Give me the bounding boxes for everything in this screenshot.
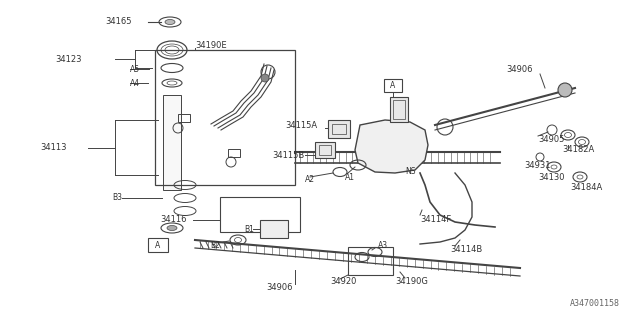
Text: A3: A3 (378, 241, 388, 250)
Text: 34906: 34906 (267, 284, 293, 292)
Bar (390, 97, 408, 122)
Text: 34920: 34920 (330, 277, 356, 286)
Text: 34184A: 34184A (570, 183, 602, 193)
Text: 34114B: 34114B (450, 245, 483, 254)
Text: 34190G: 34190G (395, 277, 428, 286)
Bar (148, 238, 168, 252)
Text: 34931: 34931 (524, 161, 550, 170)
Text: A4: A4 (130, 78, 140, 87)
Bar (228, 149, 240, 157)
Text: 34123: 34123 (55, 54, 81, 63)
Bar (155, 50, 295, 185)
Text: 34115A: 34115A (285, 121, 317, 130)
Text: A5: A5 (130, 65, 140, 74)
Text: 34182A: 34182A (562, 146, 595, 155)
Bar (220, 197, 300, 232)
Bar (315, 142, 335, 158)
Text: 34130: 34130 (538, 172, 564, 181)
Text: A2: A2 (305, 175, 315, 185)
Text: NS: NS (405, 167, 415, 177)
Text: 34190E: 34190E (195, 41, 227, 50)
Text: B3: B3 (112, 194, 122, 203)
Text: A347001158: A347001158 (570, 299, 620, 308)
Text: 34116: 34116 (160, 215, 186, 225)
Bar (384, 79, 402, 92)
Bar (348, 247, 393, 275)
Bar (393, 100, 405, 119)
Text: A1: A1 (345, 172, 355, 181)
Bar (163, 95, 181, 190)
Text: A: A (390, 82, 396, 91)
Ellipse shape (167, 226, 177, 230)
Text: 34115B: 34115B (272, 151, 304, 161)
Bar (332, 124, 346, 134)
Bar (328, 120, 350, 138)
Polygon shape (355, 120, 428, 173)
Bar (178, 114, 190, 122)
Text: 34906: 34906 (507, 66, 533, 75)
Text: 34114F: 34114F (420, 215, 451, 225)
Bar (319, 145, 331, 155)
Circle shape (558, 83, 572, 97)
Ellipse shape (165, 20, 175, 25)
Text: B2: B2 (210, 242, 220, 251)
Circle shape (261, 74, 269, 82)
Text: 34905: 34905 (538, 135, 564, 145)
Text: A: A (156, 241, 161, 250)
Bar (260, 220, 288, 238)
Text: 34165: 34165 (105, 18, 131, 27)
Text: 34113: 34113 (40, 143, 67, 153)
Text: B1: B1 (244, 225, 254, 234)
